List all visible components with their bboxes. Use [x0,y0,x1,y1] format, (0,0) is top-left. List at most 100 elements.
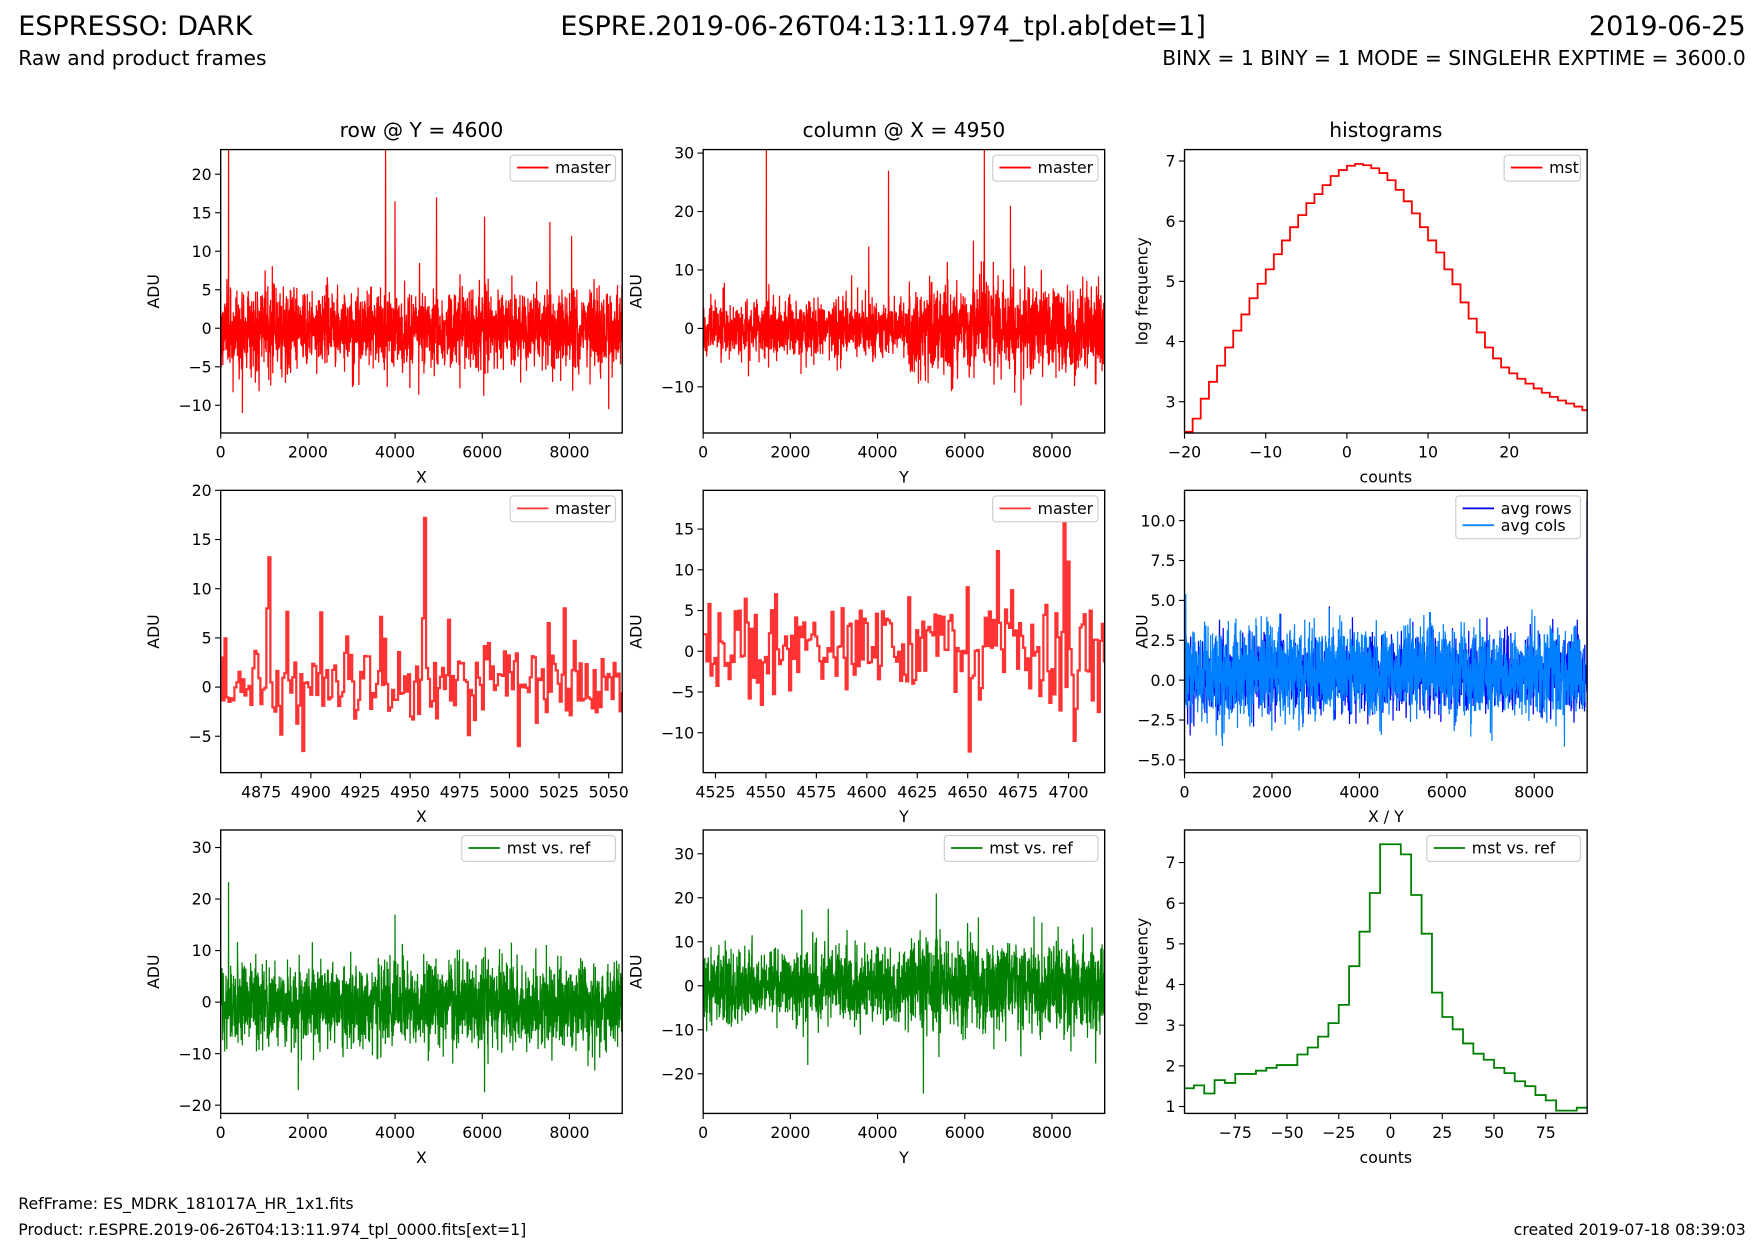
legend-box [992,154,1099,182]
x-tick-label: 2000 [770,1123,810,1142]
y-tick-label: 5 [684,601,694,620]
x-axis-label: X [416,1148,427,1167]
legend: master [509,154,617,182]
created-timestamp: created 2019-07-18 08:39:03 [1514,1220,1746,1239]
y-tick-label: 0 [684,976,694,995]
y-tick-label: 0 [202,993,212,1012]
subplot-4: 4875 4900 4925 4950 4975 5000 5025 5050 −5 0 5 10 15… [144,481,629,826]
y-tick-label: 10 [674,261,694,280]
legend-label: master [555,499,611,518]
y-tick-label: 20 [192,165,212,184]
y-tick-label: 1 [1166,1097,1176,1116]
x-axis-label: Y [898,467,909,486]
legend-box [992,495,1099,523]
legend: mst vs. ref [943,835,1099,863]
legend-label: mst vs. ref [507,839,591,858]
x-tick-label: −10 [1249,443,1282,462]
legend: master [992,154,1099,182]
x-tick-label: 8000 [1032,1123,1072,1142]
y-tick-label: −10 [661,1020,694,1039]
y-tick-label: 0 [684,319,694,338]
y-tick-label: 5 [202,629,212,648]
y-tick-label: 15 [674,520,694,539]
x-tick-label: −50 [1270,1123,1303,1142]
y-tick-label: 3 [1166,1016,1176,1035]
legend-box [509,154,617,182]
subplot-6: 0 2000 4000 6000 8000 −5.0 −2.5 0.0 2.5 5.0 7.5 10.… [1132,489,1588,826]
y-axis-label: ADU [144,955,163,989]
x-tick-label: 4600 [847,782,887,801]
x-tick-label: 4975 [440,782,480,801]
legend: mst vs. ref [461,835,617,863]
y-axis-label: log frequency [1132,237,1151,345]
x-tick-label: 2000 [288,443,328,462]
y-tick-label: 2.5 [1151,631,1176,650]
x-tick-label: 4000 [1339,782,1379,801]
x-axis-label: Y [898,807,909,826]
y-tick-label: 30 [674,144,694,163]
figure-subtitle: Raw and product frames [18,46,266,70]
x-tick-label: 0 [1180,782,1190,801]
x-tick-label: 4575 [796,782,836,801]
subplot-title: row @ Y = 4600 [340,118,504,142]
plot-area [1184,163,1588,433]
legend-box [1426,835,1581,863]
y-tick-label: 7 [1166,853,1176,872]
x-tick-label: 4550 [746,782,786,801]
x-tick-label: 8000 [549,443,589,462]
x-tick-label: 4900 [291,782,331,801]
y-tick-label: 0 [684,642,694,661]
y-tick-label: −2.5 [1137,711,1175,730]
axes-frame [1183,829,1588,1115]
y-tick-label: 4 [1166,332,1176,351]
axes-frame [220,489,623,774]
legend-box [461,835,617,863]
y-tick-label: 0.0 [1151,671,1176,690]
y-tick-label: 5.0 [1151,591,1176,610]
axes-frame [702,148,1106,434]
histogram-mst-vs-ref [1184,843,1588,1112]
y-tick-label: −10 [178,396,211,415]
y-axis-label: ADU [144,274,163,308]
x-tick-label: 0 [1342,443,1352,462]
y-tick-label: 5 [1166,272,1176,291]
legend-label: avg cols [1501,516,1566,535]
y-tick-label: 10 [192,242,212,261]
x-axis-label: Y [898,1148,909,1167]
x-tick-label: 6000 [462,443,502,462]
y-tick-label: −20 [661,1064,694,1083]
y-tick-label: 30 [192,838,212,857]
subplot-3: −20 −10 0 10 20 3 4 5 6 7 counts log frequency histo… [1132,118,1588,486]
x-axis-label: counts [1360,1148,1413,1167]
axes-frame [1183,489,1588,774]
figure-title-center: ESPRE.2019-06-26T04:13:11.974_tpl.ab[det… [560,11,1206,42]
y-tick-label: 10.0 [1140,511,1175,530]
y-axis-label: log frequency [1132,918,1151,1026]
figure-title-right: 2019-06-25 [1589,11,1746,42]
x-tick-label: 6000 [1427,782,1467,801]
x-axis-label: X / Y [1368,807,1404,826]
legend-label: master [555,158,611,177]
x-tick-label: 75 [1536,1123,1556,1142]
subplot-7: 0 2000 4000 6000 8000 −20 −10 0 10 20 30 X ADU mst vs… [144,829,623,1167]
x-tick-label: 2000 [288,1123,328,1142]
x-tick-label: 4000 [858,443,898,462]
x-tick-label: 4525 [695,782,735,801]
y-axis-label: ADU [144,614,163,648]
x-tick-label: 6000 [945,443,985,462]
axes-frame [220,148,623,434]
legend-label: mst vs. ref [989,839,1073,858]
y-tick-label: −10 [178,1044,211,1063]
y-axis-label: ADU [626,274,645,308]
plot-area [220,149,623,413]
x-tick-label: 4000 [375,1123,415,1142]
y-tick-label: 10 [674,932,694,951]
plot-area [1184,499,1588,747]
x-tick-label: 4625 [897,782,937,801]
x-tick-label: 4000 [858,1123,898,1142]
x-tick-label: 6000 [462,1123,502,1142]
y-tick-label: −5 [188,357,211,376]
x-tick-label: 0 [216,1123,226,1142]
